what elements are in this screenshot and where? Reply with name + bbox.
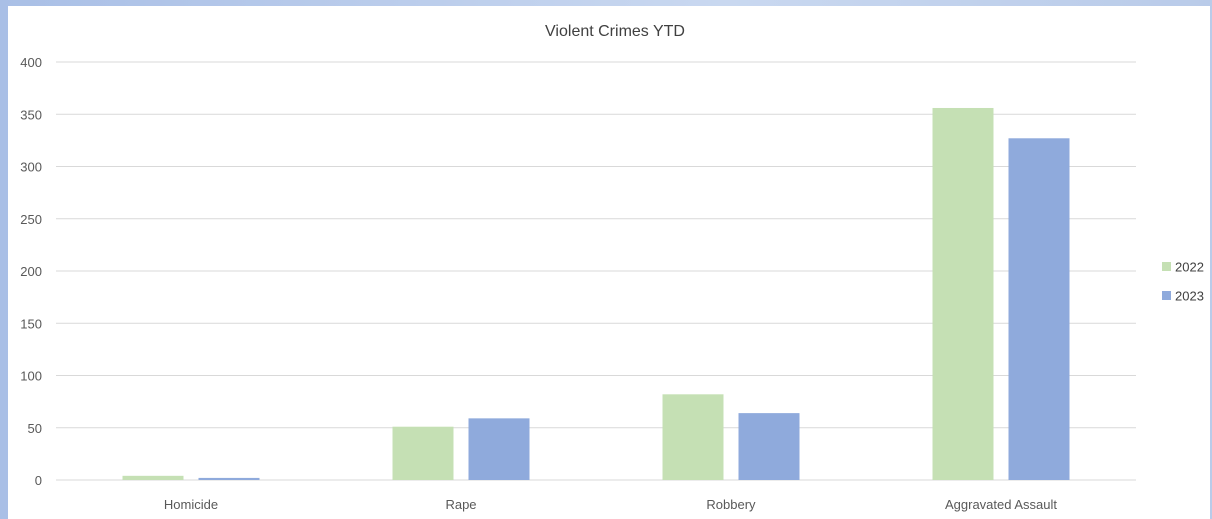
y-tick-label: 50 — [28, 421, 42, 436]
y-tick-label: 0 — [35, 473, 42, 488]
bar-2022-homicide — [122, 475, 184, 480]
bar-2022-aggravated-assault — [932, 107, 994, 480]
y-tick-label: 200 — [20, 264, 42, 279]
bar-2023-rape — [468, 418, 530, 480]
bar-2023-aggravated-assault — [1008, 138, 1070, 480]
x-category-label: Aggravated Assault — [945, 497, 1057, 512]
y-tick-label: 250 — [20, 212, 42, 227]
bar-2023-robbery — [738, 413, 800, 480]
bar-2022-rape — [392, 426, 454, 480]
bar-2022-robbery — [662, 394, 724, 480]
y-tick-label: 350 — [20, 107, 42, 122]
y-tick-label: 150 — [20, 316, 42, 331]
x-category-label: Rape — [445, 497, 476, 512]
legend-label-2022: 2022 — [1175, 260, 1204, 275]
legend: 2022 2023 — [1162, 260, 1204, 304]
x-category-label: Robbery — [706, 497, 756, 512]
legend-swatch-2023 — [1162, 291, 1171, 300]
y-tick-label: 100 — [20, 369, 42, 384]
legend-label-2023: 2023 — [1175, 289, 1204, 304]
legend-swatch-2022 — [1162, 262, 1171, 271]
y-tick-label: 400 — [20, 55, 42, 70]
chart-title: Violent Crimes YTD — [545, 23, 685, 40]
x-axis-categories: Homicide Rape Robbery Aggravated Assault — [164, 497, 1057, 512]
bar-2023-homicide — [198, 477, 260, 480]
y-axis-ticks: 0 50 100 150 200 250 300 350 400 — [20, 55, 42, 488]
bars — [122, 107, 1070, 480]
y-tick-label: 300 — [20, 160, 42, 175]
x-category-label: Homicide — [164, 497, 218, 512]
